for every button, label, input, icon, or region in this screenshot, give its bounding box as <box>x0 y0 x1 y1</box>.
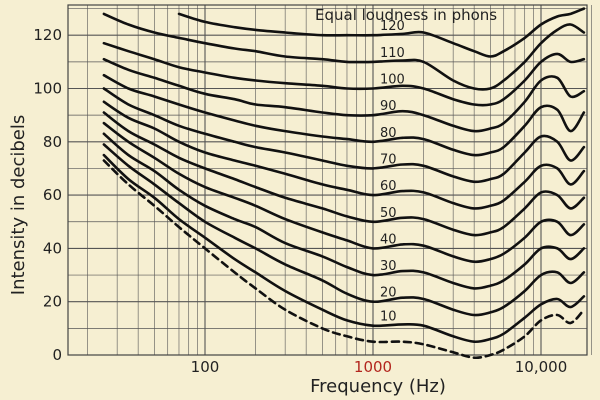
phon-curve-50 <box>102 111 586 237</box>
threshold-curve <box>102 159 586 360</box>
phon-label: 100 <box>380 73 405 88</box>
phon-label: 60 <box>380 179 397 194</box>
phon-label: 80 <box>380 126 397 141</box>
phon-label: 70 <box>380 152 397 167</box>
chart-title: Equal loudness in phons <box>315 6 497 24</box>
plot-frame <box>67 4 588 356</box>
x-axis-label: Frequency (Hz) <box>310 376 446 397</box>
phon-curve-100 <box>102 41 586 107</box>
phon-label: 110 <box>380 46 405 61</box>
x-tick-label: 10,000 <box>515 358 568 376</box>
phon-label: 120 <box>380 19 405 34</box>
y-tick-label: 60 <box>43 186 62 204</box>
phon-label: 50 <box>380 206 397 221</box>
phon-label: 30 <box>380 259 397 274</box>
phon-curve-60 <box>102 100 586 210</box>
major-grid <box>67 4 588 356</box>
x-tick-label: 1000 <box>354 358 392 376</box>
phon-curve-90 <box>102 57 586 133</box>
phon-curve-120 <box>177 7 586 58</box>
curve-labels: 120 110 100 90 80 70 60 50 40 30 20 10 <box>380 19 405 324</box>
phon-curve-20 <box>102 143 586 317</box>
phon-curve-30 <box>102 132 586 290</box>
y-tick-labels: 0 20 40 60 80 100 120 <box>33 26 62 364</box>
y-tick-label: 120 <box>33 26 62 44</box>
x-tick-labels: 100 1000 10,000 <box>191 358 568 376</box>
phon-curve-10 <box>102 153 586 344</box>
phon-curve-80 <box>102 73 586 157</box>
y-axis-label: Intensity in decibels <box>8 115 29 295</box>
minor-grid <box>87 5 592 355</box>
loudness-curves <box>102 7 586 360</box>
y-tick-label: 80 <box>43 133 62 151</box>
x-tick-label: 100 <box>191 358 220 376</box>
phon-curve-70 <box>102 87 586 184</box>
phon-label: 90 <box>380 99 397 114</box>
phon-label: 40 <box>380 232 397 247</box>
y-tick-label: 100 <box>33 80 62 98</box>
y-tick-label: 20 <box>43 293 62 311</box>
phon-curve-40 <box>102 121 586 264</box>
phon-label: 10 <box>380 310 397 325</box>
phon-curve-110 <box>102 12 586 91</box>
phon-label: 20 <box>380 286 397 301</box>
y-tick-label: 0 <box>52 346 62 364</box>
y-tick-label: 40 <box>43 239 62 257</box>
